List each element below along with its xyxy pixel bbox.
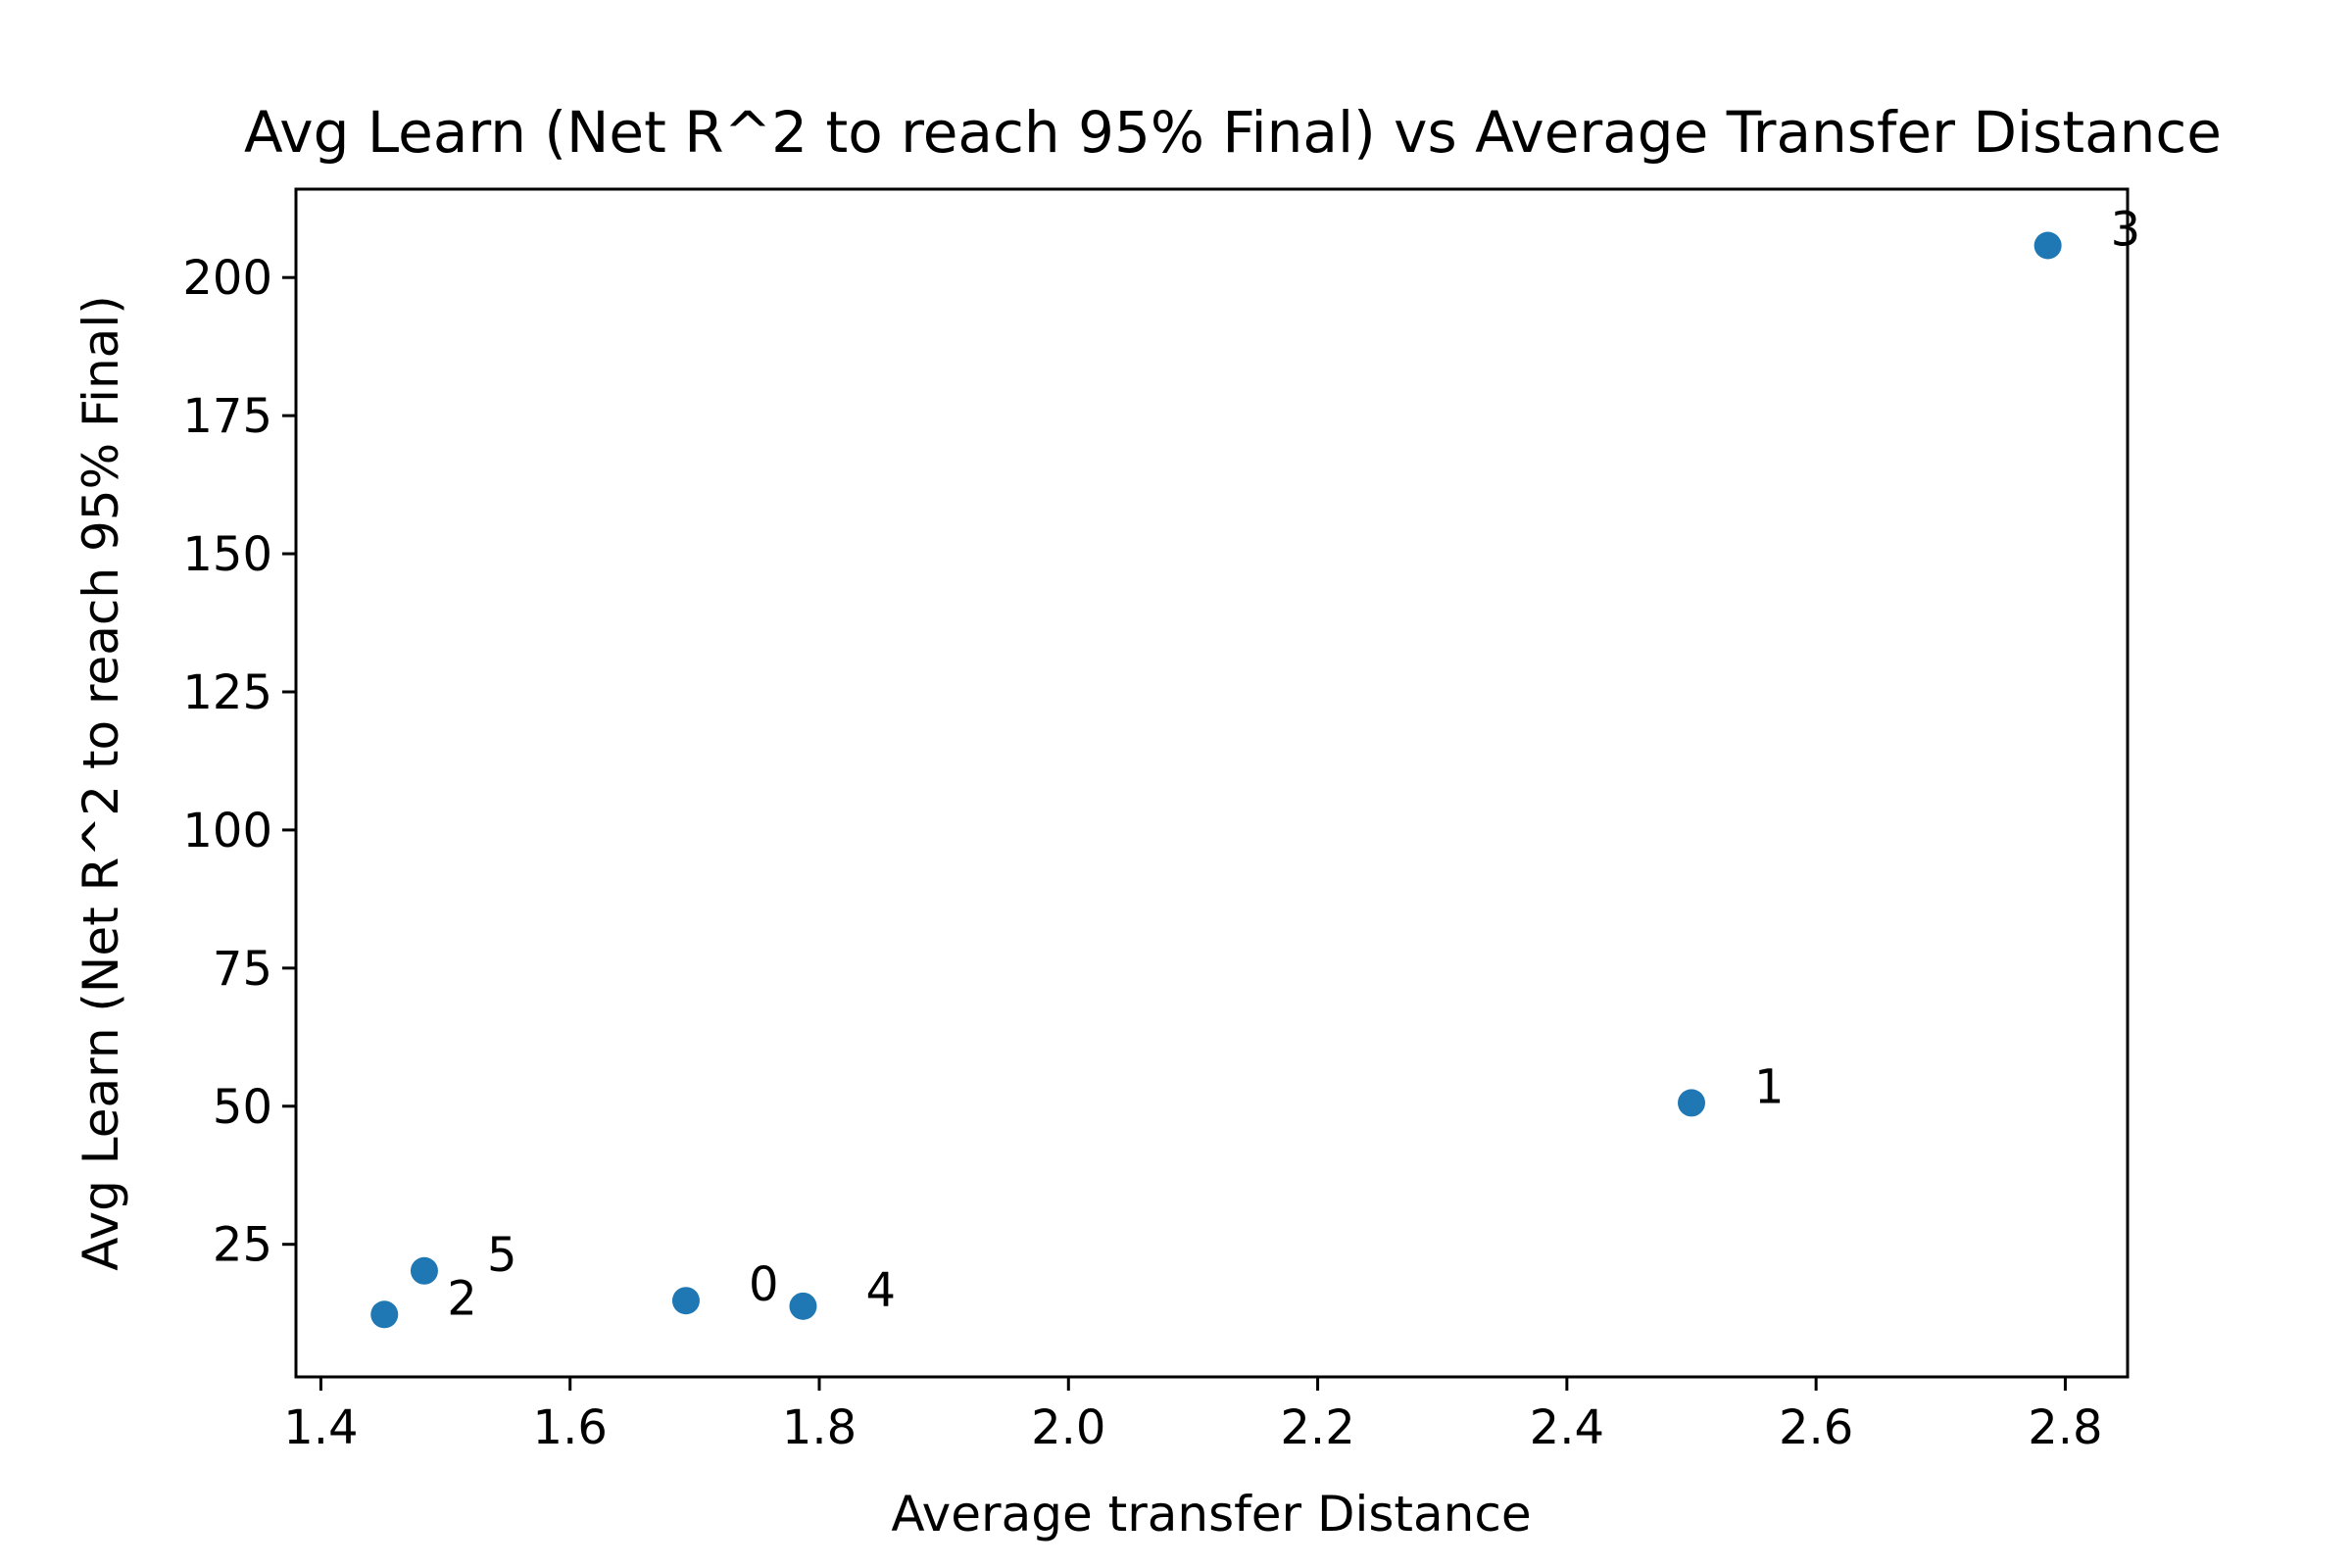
point-labels: 0 1 2 3 4 5: [447, 202, 2140, 1326]
scatter-point-3: [2034, 231, 2062, 260]
point-label-1: 1: [1754, 1059, 1785, 1114]
y-tick-label: 175: [182, 389, 272, 444]
point-label-3: 3: [2111, 202, 2141, 257]
y-tick-label: 125: [182, 665, 272, 720]
x-tick-label: 2.6: [1779, 1400, 1853, 1455]
x-tick-label: 2.4: [1530, 1400, 1604, 1455]
plot-area-frame: [294, 187, 2130, 1379]
scatter-point-5: [410, 1256, 438, 1285]
x-tick-label: 2.8: [2028, 1400, 2102, 1455]
scatter-points: [370, 231, 2062, 1329]
x-tick-label: 1.8: [782, 1400, 857, 1455]
y-tick-label: 100: [182, 804, 272, 858]
y-axis-label: Avg Learn (Net R^2 to reach 95% Final): [73, 295, 129, 1270]
scatter-point-1: [1678, 1089, 1705, 1117]
point-label-2: 2: [447, 1271, 477, 1326]
x-tick-label: 1.6: [533, 1400, 608, 1455]
x-axis-label: Average transfer Distance: [891, 1486, 1531, 1543]
x-tick-label: 2.2: [1280, 1400, 1354, 1455]
point-label-0: 0: [749, 1257, 779, 1312]
y-tick-label: 50: [213, 1080, 272, 1135]
y-tick-label: 200: [182, 251, 272, 306]
y-tick-label: 75: [213, 942, 272, 997]
chart-title: Avg Learn (Net R^2 to reach 95% Final) v…: [244, 99, 2222, 166]
point-label-5: 5: [487, 1228, 517, 1283]
y-tick-label: 150: [182, 527, 272, 582]
y-axis-ticks: 25 50 75 100 125 150 175 200: [182, 251, 296, 1273]
x-tick-label: 2.0: [1031, 1400, 1105, 1455]
scatter-point-4: [789, 1292, 817, 1320]
scatter-point-0: [671, 1287, 700, 1315]
point-label-4: 4: [865, 1263, 896, 1318]
y-tick-label: 25: [213, 1218, 272, 1273]
scatter-point-2: [370, 1300, 399, 1329]
x-axis-ticks: 1.4 1.6 1.8 2.0 2.2 2.4 2.6 2.8: [283, 1377, 2103, 1455]
x-tick-label: 1.4: [283, 1400, 358, 1455]
